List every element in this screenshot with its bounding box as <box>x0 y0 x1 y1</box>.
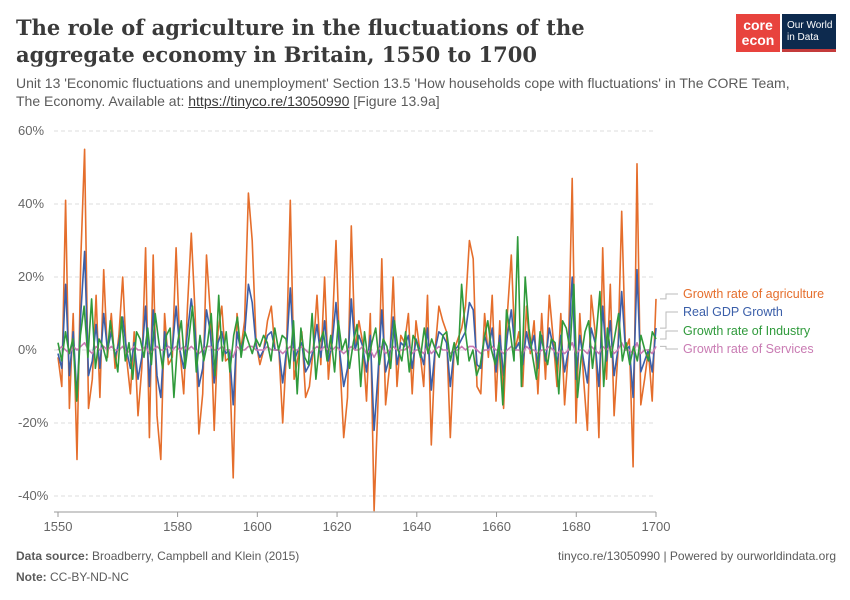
legend-connector <box>660 293 678 300</box>
note-label: Note: <box>16 570 47 584</box>
note: Note: CC-BY-ND-NC <box>16 570 129 584</box>
subtitle-figure-ref: [Figure 13.9a] <box>349 93 440 109</box>
y-tick-label: 60% <box>18 123 44 138</box>
x-tick-label: 1620 <box>323 519 352 534</box>
y-tick-label: 20% <box>18 269 44 284</box>
chart-title: The role of agriculture in the fluctuati… <box>16 15 585 67</box>
x-tick-label: 1580 <box>163 519 192 534</box>
data-source: Data source: Broadberry, Campbell and Kl… <box>16 549 299 563</box>
owid-logo-bar <box>782 49 836 52</box>
x-tick-label: 1660 <box>482 519 511 534</box>
legend-label-growth-rate-of-services: Growth rate of Services <box>683 342 814 356</box>
data-source-value: Broadberry, Campbell and Klein (2015) <box>92 549 300 563</box>
y-tick-label: 0% <box>18 342 37 357</box>
owid-logo-line2: in Data <box>787 32 819 43</box>
subtitle-text: Unit 13 'Economic fluctuations and unemp… <box>16 75 790 109</box>
legend-connector <box>660 345 678 350</box>
y-tick-label: -20% <box>18 415 49 430</box>
series-line-growth-rate-of-industry <box>57 236 657 406</box>
legend-connector <box>660 330 678 340</box>
x-tick-label: 1700 <box>642 519 671 534</box>
series-line-real-gdp-growth <box>57 250 657 432</box>
note-value: CC-BY-ND-NC <box>50 570 129 584</box>
our-world-in-data-logo[interactable]: Our World in Data <box>782 14 836 52</box>
owid-logo-line1: Our World <box>787 20 833 31</box>
legend-label-growth-rate-of-agriculture: Growth rate of agriculture <box>683 287 824 301</box>
x-tick-label: 1600 <box>243 519 272 534</box>
data-source-label: Data source: <box>16 549 89 563</box>
chart-subtitle: Unit 13 'Economic fluctuations and unemp… <box>16 74 806 110</box>
footer-credits[interactable]: tinyco.re/13050990 | Powered by ourworld… <box>558 549 836 563</box>
legend-label-real-gdp-growth: Real GDP Growth <box>683 305 783 319</box>
y-tick-label: 40% <box>18 196 44 211</box>
core-logo-text: core <box>743 17 773 33</box>
x-tick-label: 1680 <box>562 519 591 534</box>
y-tick-label: -40% <box>18 488 49 503</box>
legend-label-growth-rate-of-industry: Growth rate of Industry <box>683 324 811 338</box>
legend-connector <box>660 311 678 329</box>
x-tick-label: 1640 <box>402 519 431 534</box>
core-econ-logo[interactable]: core econ <box>736 14 780 52</box>
x-tick-label: 1550 <box>44 519 73 534</box>
econ-logo-text: econ <box>741 32 775 48</box>
subtitle-link[interactable]: https://tinyco.re/13050990 <box>188 93 350 109</box>
